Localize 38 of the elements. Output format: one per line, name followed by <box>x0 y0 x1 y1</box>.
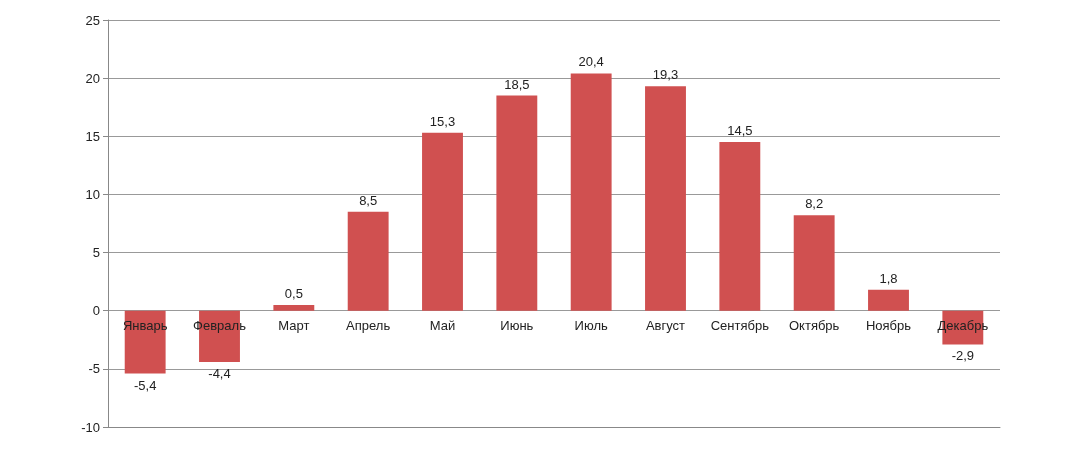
bar <box>868 289 909 311</box>
data-label: 15,3 <box>429 113 456 129</box>
data-label: 14,5 <box>727 123 753 139</box>
y-tick-label: -5 <box>88 361 100 377</box>
x-tick-label: Март <box>278 317 310 333</box>
x-tick-label: Май <box>429 317 456 333</box>
x-tick-label: Октябрь <box>788 317 840 333</box>
y-tick-label: 0 <box>92 303 100 319</box>
bar <box>645 86 686 311</box>
data-label: -4,4 <box>208 365 231 381</box>
data-label: -5,4 <box>133 377 157 393</box>
bar <box>347 211 389 311</box>
data-label: 20,4 <box>578 54 604 70</box>
y-tick-label: 10 <box>85 186 100 202</box>
data-label: 8,2 <box>805 196 824 212</box>
bar <box>496 95 538 311</box>
bar <box>570 73 612 311</box>
bar <box>793 215 835 311</box>
y-tick-label: 15 <box>85 128 100 144</box>
bar <box>273 304 315 311</box>
x-tick-label: Апрель <box>346 317 391 333</box>
y-tick-label: 20 <box>85 70 100 86</box>
y-tick-label: 25 <box>85 12 100 28</box>
data-label: 0,5 <box>284 285 303 301</box>
x-tick-label: Июль <box>574 317 608 333</box>
x-tick-label: Июнь <box>500 317 534 333</box>
y-tick-label: 5 <box>92 245 100 261</box>
data-label: 18,5 <box>504 76 530 92</box>
data-label: 8,5 <box>359 192 378 208</box>
data-label: -2,9 <box>951 348 975 364</box>
data-label: 19,3 <box>652 67 679 83</box>
x-tick-label: Август <box>645 317 686 333</box>
bar <box>719 142 761 311</box>
bar <box>422 132 463 311</box>
data-label: 1,8 <box>879 270 898 286</box>
y-tick-label: -10 <box>81 419 100 435</box>
x-tick-label: Сентябрь <box>710 317 770 333</box>
x-tick-label: Ноябрь <box>865 317 912 333</box>
